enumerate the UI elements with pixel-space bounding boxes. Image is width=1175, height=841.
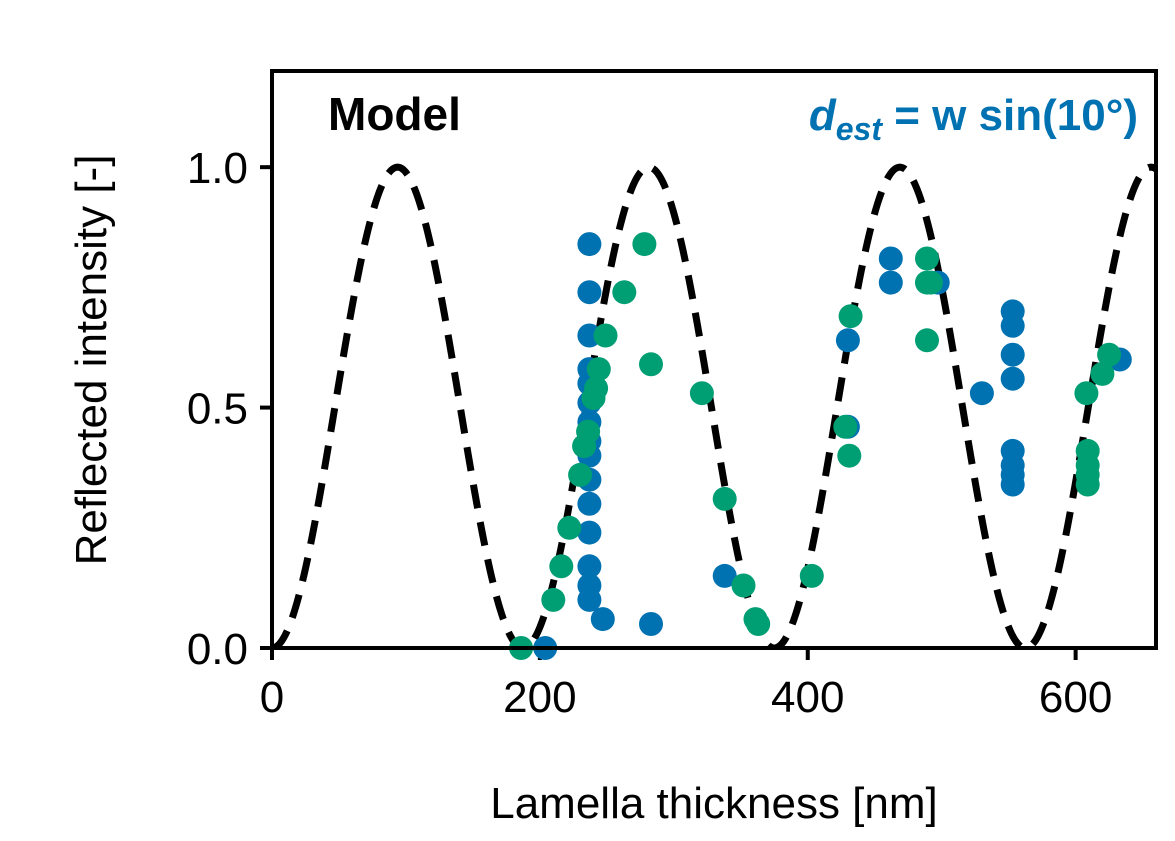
- model-annotation: Model: [328, 88, 461, 140]
- data-point: [557, 515, 582, 540]
- y-tick-label: 1.0: [187, 144, 248, 193]
- data-point: [576, 419, 601, 444]
- plot-frame: [270, 69, 1158, 650]
- data-point: [1090, 361, 1115, 386]
- data-point: [878, 270, 903, 295]
- data-point: [577, 280, 602, 305]
- data-point: [549, 554, 574, 579]
- data-point: [568, 462, 593, 487]
- data-point: [612, 280, 637, 305]
- data-point: [838, 304, 863, 329]
- data-point: [577, 232, 602, 257]
- data-point: [915, 328, 939, 353]
- data-point: [833, 414, 858, 439]
- y-tick-label: 0.0: [187, 625, 248, 674]
- x-tick-label: 600: [1039, 673, 1112, 722]
- equation-annotation: dest = w sin(10°): [809, 91, 1138, 147]
- data-point: [632, 232, 657, 257]
- data-point: [835, 328, 860, 353]
- model-curve-layer: [272, 163, 1156, 648]
- data-point: [1000, 342, 1025, 367]
- equation-rest: = w sin(10°): [882, 91, 1138, 140]
- data-point: [878, 246, 903, 271]
- data-point: [915, 246, 939, 271]
- x-tick-label: 0: [260, 673, 284, 722]
- data-point: [1075, 472, 1100, 497]
- data-point: [639, 352, 663, 377]
- data-point: [577, 554, 602, 579]
- data-point: [593, 323, 618, 348]
- data-point: [799, 563, 824, 588]
- y-tick-label: 0.5: [187, 385, 248, 434]
- data-point: [577, 520, 602, 545]
- data-point: [577, 491, 602, 516]
- data-point: [1000, 472, 1025, 497]
- data-point: [1097, 342, 1122, 367]
- data-point: [837, 443, 862, 468]
- data-point: [1074, 381, 1099, 406]
- series-2: [509, 232, 1122, 660]
- data-point: [586, 357, 611, 382]
- data-point: [689, 381, 714, 406]
- equation-main: d: [809, 91, 837, 140]
- data-point: [1000, 366, 1025, 391]
- data-point: [731, 573, 756, 598]
- x-tick-label: 200: [503, 673, 576, 722]
- equation-subscript: est: [836, 111, 884, 147]
- data-point: [577, 587, 602, 612]
- x-axis-label: Lamella thickness [nm]: [490, 779, 938, 828]
- data-point: [584, 376, 609, 401]
- data-point: [746, 612, 771, 636]
- data-point: [712, 486, 737, 511]
- data-point: [1000, 313, 1025, 338]
- y-axis-label: Reflected intensity [-]: [67, 155, 116, 566]
- data-point: [969, 381, 994, 406]
- data-point: [712, 563, 737, 588]
- data-point: [590, 607, 615, 632]
- data-point: [639, 612, 663, 636]
- data-point: [919, 270, 943, 295]
- model-curve: [272, 163, 1156, 648]
- data-point: [541, 587, 566, 612]
- x-tick-label: 400: [771, 673, 844, 722]
- axis-ticks: 0 200 400 600 0.0 0.5 1.0: [187, 144, 1113, 722]
- data-points-layer: [509, 232, 1132, 660]
